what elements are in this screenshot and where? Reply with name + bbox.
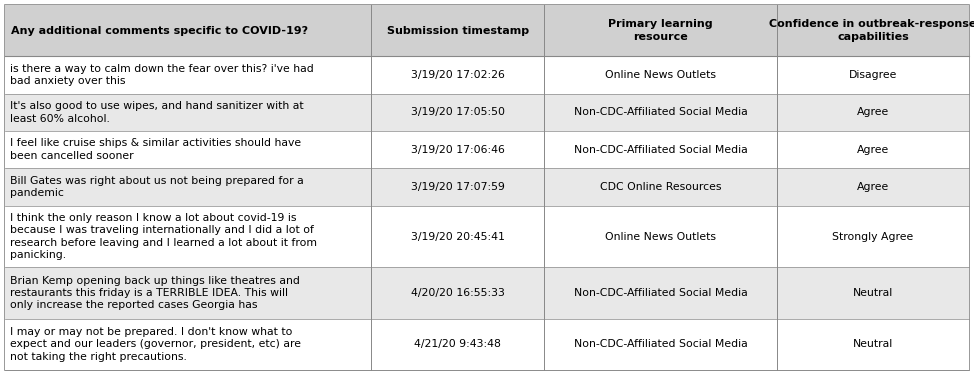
Bar bbox=[5, 267, 969, 319]
Bar bbox=[5, 94, 969, 131]
Text: Neutral: Neutral bbox=[853, 288, 893, 298]
Text: Agree: Agree bbox=[857, 182, 889, 192]
Text: Non-CDC-Affiliated Social Media: Non-CDC-Affiliated Social Media bbox=[574, 339, 748, 350]
Bar bbox=[5, 168, 969, 206]
Text: Non-CDC-Affiliated Social Media: Non-CDC-Affiliated Social Media bbox=[574, 145, 748, 155]
Text: Confidence in outbreak-response
capabilities: Confidence in outbreak-response capabili… bbox=[769, 20, 974, 42]
Text: 4/20/20 16:55:33: 4/20/20 16:55:33 bbox=[411, 288, 505, 298]
Text: Non-CDC-Affiliated Social Media: Non-CDC-Affiliated Social Media bbox=[574, 288, 748, 298]
Bar bbox=[5, 131, 969, 168]
Text: Strongly Agree: Strongly Agree bbox=[833, 231, 914, 242]
Text: Submission timestamp: Submission timestamp bbox=[387, 26, 529, 36]
Text: 3/19/20 17:07:59: 3/19/20 17:07:59 bbox=[411, 182, 505, 192]
Text: Brian Kemp opening back up things like theatres and
restaurants this friday is a: Brian Kemp opening back up things like t… bbox=[10, 276, 300, 310]
Text: is there a way to calm down the fear over this? i've had
bad anxiety over this: is there a way to calm down the fear ove… bbox=[10, 64, 314, 86]
Text: 4/21/20 9:43:48: 4/21/20 9:43:48 bbox=[414, 339, 502, 350]
Bar bbox=[5, 206, 969, 267]
Text: 3/19/20 17:02:26: 3/19/20 17:02:26 bbox=[411, 70, 505, 80]
Bar bbox=[5, 5, 969, 56]
Text: Any additional comments specific to COVID-19?: Any additional comments specific to COVI… bbox=[11, 26, 308, 36]
Text: Neutral: Neutral bbox=[853, 339, 893, 350]
Text: Agree: Agree bbox=[857, 107, 889, 117]
Text: 3/19/20 17:06:46: 3/19/20 17:06:46 bbox=[411, 145, 505, 155]
Text: 3/19/20 17:05:50: 3/19/20 17:05:50 bbox=[411, 107, 505, 117]
Text: Online News Outlets: Online News Outlets bbox=[605, 231, 716, 242]
Text: 3/19/20 20:45:41: 3/19/20 20:45:41 bbox=[411, 231, 505, 242]
Text: CDC Online Resources: CDC Online Resources bbox=[600, 182, 722, 192]
Text: I think the only reason I know a lot about covid-19 is
because I was traveling i: I think the only reason I know a lot abo… bbox=[10, 213, 317, 260]
Bar bbox=[5, 56, 969, 94]
Text: Bill Gates was right about us not being prepared for a
pandemic: Bill Gates was right about us not being … bbox=[10, 176, 304, 198]
Text: I may or may not be prepared. I don't know what to
expect and our leaders (gover: I may or may not be prepared. I don't kn… bbox=[10, 327, 301, 362]
Text: Primary learning
resource: Primary learning resource bbox=[609, 20, 713, 42]
Text: Disagree: Disagree bbox=[848, 70, 897, 80]
Bar bbox=[5, 319, 969, 370]
Text: I feel like cruise ships & similar activities should have
been cancelled sooner: I feel like cruise ships & similar activ… bbox=[10, 138, 301, 161]
Text: Online News Outlets: Online News Outlets bbox=[605, 70, 716, 80]
Text: It's also good to use wipes, and hand sanitizer with at
least 60% alcohol.: It's also good to use wipes, and hand sa… bbox=[10, 101, 304, 123]
Text: Agree: Agree bbox=[857, 145, 889, 155]
Text: Non-CDC-Affiliated Social Media: Non-CDC-Affiliated Social Media bbox=[574, 107, 748, 117]
